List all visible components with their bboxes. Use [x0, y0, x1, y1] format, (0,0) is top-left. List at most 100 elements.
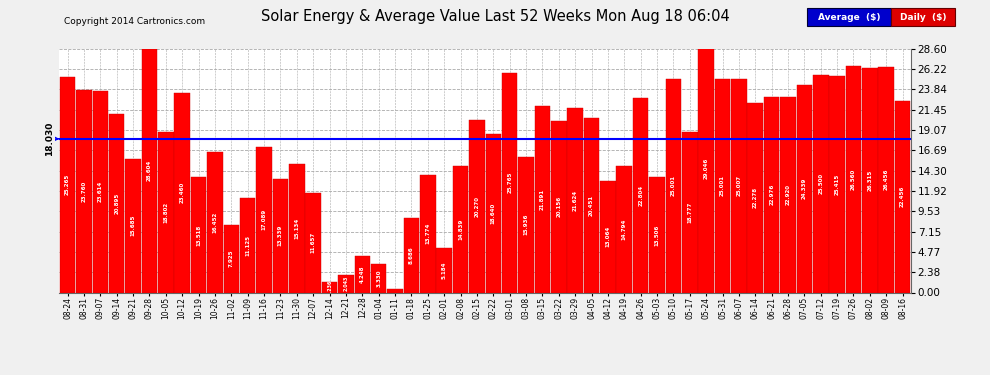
- Bar: [76, 90, 92, 292]
- Text: 14.794: 14.794: [622, 219, 627, 240]
- Bar: [158, 132, 173, 292]
- Text: 22.976: 22.976: [769, 184, 774, 205]
- Bar: [878, 67, 894, 292]
- Text: 15.685: 15.685: [131, 215, 136, 236]
- Text: 5.184: 5.184: [442, 262, 446, 279]
- Bar: [109, 114, 125, 292]
- Text: 25.415: 25.415: [835, 174, 840, 195]
- Bar: [420, 175, 436, 292]
- Bar: [617, 166, 632, 292]
- Text: 2.043: 2.043: [344, 276, 348, 291]
- Text: 15.134: 15.134: [294, 217, 299, 238]
- Text: 20.156: 20.156: [556, 196, 561, 217]
- Text: 14.839: 14.839: [458, 219, 463, 240]
- Bar: [126, 159, 141, 292]
- Bar: [191, 177, 206, 292]
- Bar: [452, 166, 468, 292]
- Bar: [764, 97, 779, 292]
- Bar: [387, 289, 403, 292]
- Text: 11.657: 11.657: [311, 232, 316, 254]
- Bar: [567, 108, 583, 292]
- Bar: [895, 101, 911, 292]
- Text: 8.686: 8.686: [409, 247, 414, 264]
- Text: 21.624: 21.624: [572, 190, 577, 211]
- Bar: [256, 147, 272, 292]
- Text: Average  ($): Average ($): [818, 13, 880, 22]
- Bar: [698, 45, 714, 292]
- Text: 29.046: 29.046: [704, 158, 709, 179]
- Bar: [240, 198, 255, 292]
- Bar: [682, 132, 698, 292]
- Bar: [437, 248, 452, 292]
- Bar: [339, 275, 353, 292]
- Bar: [535, 106, 550, 292]
- Bar: [485, 134, 501, 292]
- Bar: [322, 282, 338, 292]
- Bar: [797, 85, 812, 292]
- Bar: [289, 164, 305, 292]
- Text: 22.920: 22.920: [785, 184, 790, 206]
- Text: 13.064: 13.064: [606, 226, 611, 248]
- Text: 16.452: 16.452: [213, 212, 218, 233]
- Text: 26.560: 26.560: [851, 169, 856, 190]
- Bar: [371, 264, 386, 292]
- Bar: [830, 76, 844, 292]
- Bar: [600, 181, 616, 292]
- Bar: [142, 49, 157, 292]
- Text: 25.500: 25.500: [819, 173, 824, 194]
- Text: 13.339: 13.339: [278, 225, 283, 246]
- Text: 25.765: 25.765: [507, 172, 512, 194]
- Text: 25.001: 25.001: [720, 176, 725, 196]
- Bar: [845, 66, 861, 292]
- Bar: [174, 93, 190, 292]
- Text: 24.339: 24.339: [802, 178, 807, 200]
- Bar: [354, 256, 370, 292]
- Text: Solar Energy & Average Value Last 52 Weeks Mon Aug 18 06:04: Solar Energy & Average Value Last 52 Wee…: [260, 9, 730, 24]
- Text: 17.089: 17.089: [261, 209, 266, 230]
- Text: 23.614: 23.614: [98, 181, 103, 203]
- Bar: [224, 225, 240, 292]
- Text: 18.640: 18.640: [491, 202, 496, 224]
- Text: 20.895: 20.895: [114, 193, 119, 214]
- Bar: [305, 193, 321, 292]
- Text: 13.518: 13.518: [196, 224, 201, 246]
- Bar: [518, 157, 534, 292]
- Text: 26.456: 26.456: [884, 169, 889, 190]
- Bar: [665, 80, 681, 292]
- Bar: [862, 68, 878, 292]
- Text: 1.236: 1.236: [327, 279, 332, 295]
- Text: 18.802: 18.802: [163, 202, 168, 223]
- Text: 13.774: 13.774: [426, 223, 431, 245]
- Text: 25.007: 25.007: [737, 176, 742, 196]
- Bar: [92, 91, 108, 292]
- Text: 7.925: 7.925: [229, 250, 234, 267]
- Text: Daily  ($): Daily ($): [900, 13, 946, 22]
- Text: 25.001: 25.001: [671, 176, 676, 196]
- Text: 15.936: 15.936: [524, 214, 529, 235]
- Bar: [715, 80, 731, 292]
- Bar: [780, 97, 796, 292]
- Bar: [404, 219, 419, 292]
- Text: 22.804: 22.804: [639, 185, 644, 206]
- Text: 28.604: 28.604: [147, 160, 151, 181]
- Bar: [584, 118, 599, 292]
- Text: 22.456: 22.456: [900, 186, 905, 207]
- Bar: [633, 98, 648, 292]
- Text: 26.315: 26.315: [867, 170, 872, 191]
- Bar: [747, 103, 763, 292]
- Bar: [207, 152, 223, 292]
- Text: 22.278: 22.278: [752, 187, 757, 208]
- Text: 20.451: 20.451: [589, 195, 594, 216]
- Text: 25.265: 25.265: [65, 174, 70, 195]
- Bar: [59, 77, 75, 292]
- Text: 18.777: 18.777: [687, 202, 692, 223]
- Text: 20.270: 20.270: [474, 196, 479, 217]
- Text: 4.248: 4.248: [359, 266, 364, 283]
- Bar: [731, 80, 746, 292]
- Text: 21.891: 21.891: [540, 189, 545, 210]
- Text: 23.760: 23.760: [81, 181, 86, 202]
- Bar: [813, 75, 829, 292]
- Bar: [272, 179, 288, 292]
- Bar: [649, 177, 665, 292]
- Text: 18.030: 18.030: [45, 122, 54, 156]
